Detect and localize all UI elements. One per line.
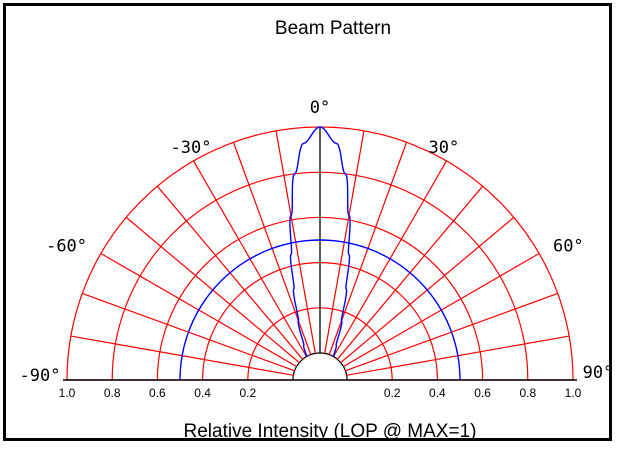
angle-label: 30° [429, 138, 460, 158]
radial-tick-label: 1.0 [59, 386, 76, 400]
radial-tick-label: 1.0 [565, 386, 582, 400]
x-axis-label: Relative Intensity (LOP @ MAX=1) [184, 421, 477, 442]
angle-label: -30° [171, 138, 212, 158]
series-line-1 [179, 239, 461, 381]
series-layer [179, 126, 461, 381]
radial-tick-label: 0.2 [239, 386, 256, 400]
angle-label: -90° [20, 366, 61, 386]
radial-tick-label: 0.8 [519, 386, 536, 400]
radial-tick-label: 0.4 [429, 386, 446, 400]
radial-tick-label: 0.6 [474, 386, 491, 400]
series-line-0 [289, 126, 351, 357]
chart-title: Beam Pattern [275, 18, 391, 39]
polar-grid [63, 126, 577, 381]
radial-tick-labels: 1.0 0.8 0.6 0.4 0.2 0.2 0.4 0.6 0.8 1.0 [59, 386, 582, 400]
radial-tick-label: 0.4 [194, 386, 211, 400]
angle-label: -60° [46, 237, 87, 257]
angle-labels: -90° -60° -30° 0° 30° 60° 90° [20, 98, 614, 386]
radial-tick-label: 0.6 [149, 386, 166, 400]
angle-label: 90° [583, 363, 614, 383]
angle-label: 0° [310, 98, 330, 118]
radial-tick-label: 0.2 [384, 386, 401, 400]
radial-tick-label: 0.8 [104, 386, 121, 400]
angle-label: 60° [553, 237, 584, 257]
chart-frame [3, 3, 612, 441]
